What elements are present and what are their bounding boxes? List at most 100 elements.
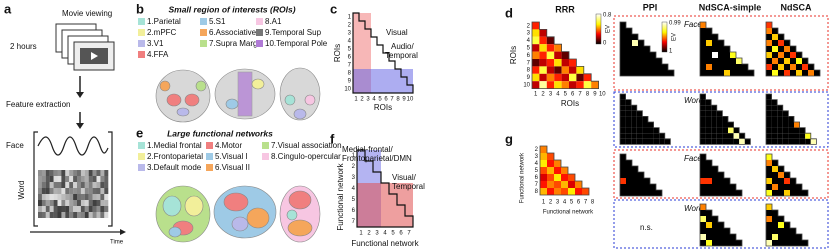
heatmap-cell: [700, 127, 706, 134]
heatmap-cell: [772, 240, 778, 246]
barcode-cell: [45, 206, 50, 212]
heatmap-cell: [790, 184, 796, 190]
barcode-cell: [104, 200, 109, 206]
heatmap-cell: [722, 127, 728, 134]
barcode-cell: [100, 170, 105, 176]
heatmap-cell: [620, 40, 626, 46]
legend-label: 7.Visual association: [271, 141, 342, 150]
triangle-outline: [531, 21, 599, 89]
heatmap-cell: [766, 216, 772, 222]
heatmap-cell: [620, 122, 626, 128]
heatmap-cell: [718, 64, 724, 70]
heatmap-cell: [766, 110, 772, 117]
heatmap-cell: [539, 29, 547, 37]
heatmap-cell: [626, 166, 632, 172]
heatmap-cell: [706, 52, 712, 58]
x-tick-label: 7: [407, 231, 411, 237]
heatmap-cell: [794, 122, 800, 128]
x-tick-label: 7: [578, 92, 582, 98]
barcode-cell: [100, 212, 105, 218]
heatmap-cell: [632, 58, 638, 64]
heatmap-cell: [700, 28, 706, 34]
heatmap-cell: [539, 59, 547, 67]
heatmap-cell: [650, 190, 656, 196]
barcode-cell: [104, 182, 109, 188]
legend-label: 1.Parietal: [147, 17, 181, 26]
barcode-cell: [38, 206, 42, 212]
heatmap-cell: [782, 127, 789, 134]
heatmap-cell: [650, 70, 656, 76]
barcode-cell: [69, 200, 74, 206]
heatmap-cell: [620, 99, 626, 106]
barcode-cell: [80, 170, 85, 176]
heatmap-cell: [620, 133, 626, 139]
condition-box: [613, 91, 829, 148]
heatmap-cell: [716, 133, 723, 139]
barcode-cell: [100, 176, 105, 182]
legend-label: 6.Visual II: [215, 163, 250, 172]
heatmap-cell: [784, 240, 790, 246]
barcode-cell: [84, 182, 89, 188]
barcode-cell: [38, 188, 42, 194]
x-tick-label: 10: [599, 92, 606, 98]
method-heading: NdSCA-simple: [699, 2, 762, 12]
x-tick-label: 6: [571, 92, 575, 98]
heatmap-cell: [784, 228, 790, 234]
feature-label: Word: [17, 181, 26, 200]
barcode-cell: [80, 182, 85, 188]
module-label: Medial-frontal/: [342, 145, 393, 154]
y-tick-label: 7: [348, 63, 352, 69]
heatmap-cell: [790, 240, 796, 246]
heatmap-cell: [788, 133, 794, 139]
barcode-cell: [88, 206, 93, 212]
x-tick-label: 3: [375, 231, 379, 237]
heatmap-cell: [532, 44, 540, 52]
heatmap-cell: [631, 116, 637, 122]
heatmap-cell: [539, 36, 547, 45]
heatmap-cell: [706, 240, 712, 246]
heatmap-cell: [784, 46, 790, 52]
heatmap-cell: [716, 127, 723, 134]
heatmap-cell: [742, 70, 748, 76]
y-tick-label: 6: [352, 208, 356, 214]
barcode-cell: [96, 182, 101, 188]
heatmap-cell: [724, 178, 730, 184]
heatmap-cell: [540, 160, 547, 167]
heatmap-cell: [808, 64, 814, 70]
y-tick-label: 2: [352, 164, 356, 170]
heatmap-cell: [546, 73, 555, 82]
heatmap-cell: [636, 110, 643, 117]
x-tick-label: 2: [360, 97, 364, 103]
heatmap-cell: [766, 234, 772, 240]
y-tick-label: 7: [352, 219, 356, 225]
heatmap-cell: [700, 122, 706, 128]
heatmap-cell: [625, 133, 632, 139]
heatmap-cell: [799, 127, 806, 134]
heatmap-cell: [788, 122, 794, 128]
barcode-cell: [96, 200, 101, 206]
heatmap-cell: [576, 73, 584, 82]
heatmap-cell: [700, 184, 706, 190]
heatmap-cell: [554, 188, 561, 195]
heatmap-cell: [569, 73, 577, 82]
arrows: [76, 76, 84, 129]
heatmap-cell: [532, 66, 540, 74]
heatmap-cell: [540, 188, 547, 195]
heatmap-cell: [662, 70, 668, 76]
heatmap-cell: [625, 110, 632, 117]
heatmap-cell: [766, 178, 772, 184]
heatmap-cell: [632, 184, 638, 190]
heatmap-cell: [631, 138, 637, 145]
heatmap-cell: [782, 138, 789, 145]
heatmap-cell: [778, 166, 784, 172]
heatmap-cell: [700, 46, 706, 52]
triangle-outline: [699, 21, 755, 77]
barcode-cell: [38, 194, 42, 200]
barcode-cell: [41, 182, 46, 188]
heatmap-cell: [620, 178, 626, 184]
heatmap-cell: [547, 160, 554, 167]
heatmap-cell: [766, 28, 772, 34]
heatmap-cell: [766, 160, 772, 166]
x-tick-label: 5: [391, 231, 395, 237]
